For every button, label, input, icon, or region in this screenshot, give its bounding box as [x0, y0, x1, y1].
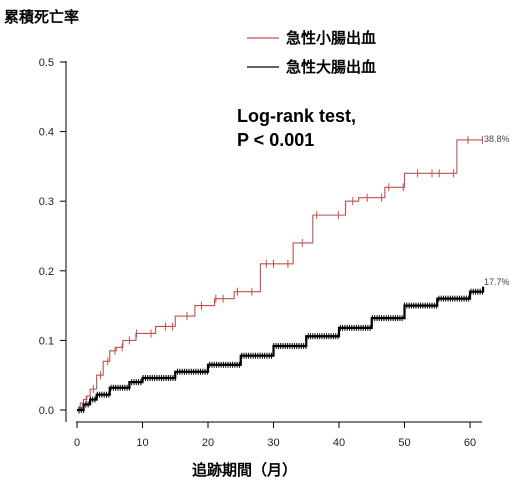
legend: 急性小腸出血 急性大腸出血	[247, 29, 376, 76]
x-tick-label: 40	[333, 437, 345, 449]
series-group	[77, 135, 485, 414]
x-tick-label: 60	[464, 437, 476, 449]
end-label-large-intestine: 17.7%	[484, 277, 510, 287]
x-tick-label: 50	[398, 437, 410, 449]
annotation-line-1: Log-rank test,	[237, 106, 356, 126]
y-tick-label: 0.5	[39, 57, 54, 69]
x-ticks: 0 10 20 30 40 50 60	[74, 422, 476, 449]
end-label-small-intestine: 38.8%	[484, 134, 510, 144]
y-tick-label: 0.2	[39, 266, 54, 278]
x-tick-label: 0	[74, 437, 80, 449]
series-line-small-intestine	[77, 139, 484, 411]
x-tick-label: 10	[136, 437, 148, 449]
y-ticks: 0.0 0.1 0.2 0.3 0.4 0.5	[39, 57, 66, 417]
series-line-large-intestine	[77, 286, 485, 412]
x-tick-label: 20	[202, 437, 214, 449]
legend-label-large-intestine: 急性大腸出血	[286, 58, 376, 76]
y-tick-label: 0.3	[39, 196, 54, 208]
x-tick-label: 30	[267, 437, 279, 449]
y-tick-label: 0.1	[39, 335, 54, 347]
x-axis-title: 追跡期間（月）	[192, 461, 297, 479]
legend-label-small-intestine: 急性小腸出血	[286, 29, 376, 47]
y-tick-label: 0.0	[39, 405, 54, 417]
y-axis-title: 累積死亡率	[4, 8, 79, 26]
y-tick-label: 0.4	[39, 127, 54, 139]
annotation-line-2: P < 0.001	[237, 130, 314, 150]
